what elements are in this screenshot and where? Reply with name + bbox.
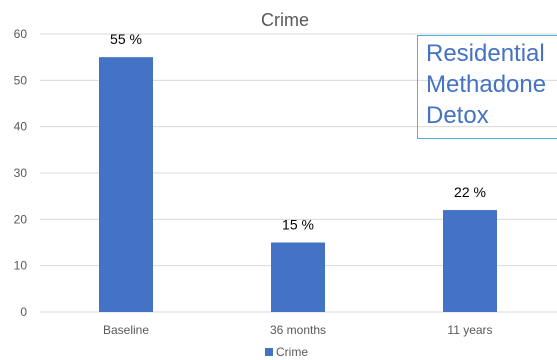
callout-line-3: Detox [426,102,489,129]
bar [271,242,325,312]
y-tick-label: 40 [14,120,28,134]
y-tick-label: 10 [14,259,28,273]
y-tick-label: 0 [20,305,27,319]
x-tick-label: Baseline [103,323,149,337]
legend-label: Crime [276,345,308,359]
x-tick-label: 36 months [270,323,326,337]
bar [443,210,497,312]
legend-swatch [265,348,273,356]
data-label: 22 % [454,184,486,200]
y-tick-label: 50 [14,73,28,87]
y-tick-label: 60 [14,27,28,41]
bars [99,57,497,312]
x-axis-tick-labels: Baseline 36 months 11 years [103,323,493,337]
data-label: 15 % [282,217,314,233]
callout-line-1: Residential [426,40,545,67]
data-labels: 55 % 15 % 22 % [110,31,486,232]
y-tick-label: 20 [14,212,28,226]
chart-title: Crime [261,10,309,30]
callout-box: Residential Methadone Detox [417,35,557,139]
bar [99,57,153,312]
callout-line-2: Methadone [426,71,547,98]
legend: Crime [265,345,308,359]
y-tick-label: 30 [14,166,28,180]
x-tick-label: 11 years [447,323,492,337]
y-axis-tick-labels: 0 10 20 30 40 50 60 [14,27,28,319]
data-label: 55 % [110,31,142,47]
